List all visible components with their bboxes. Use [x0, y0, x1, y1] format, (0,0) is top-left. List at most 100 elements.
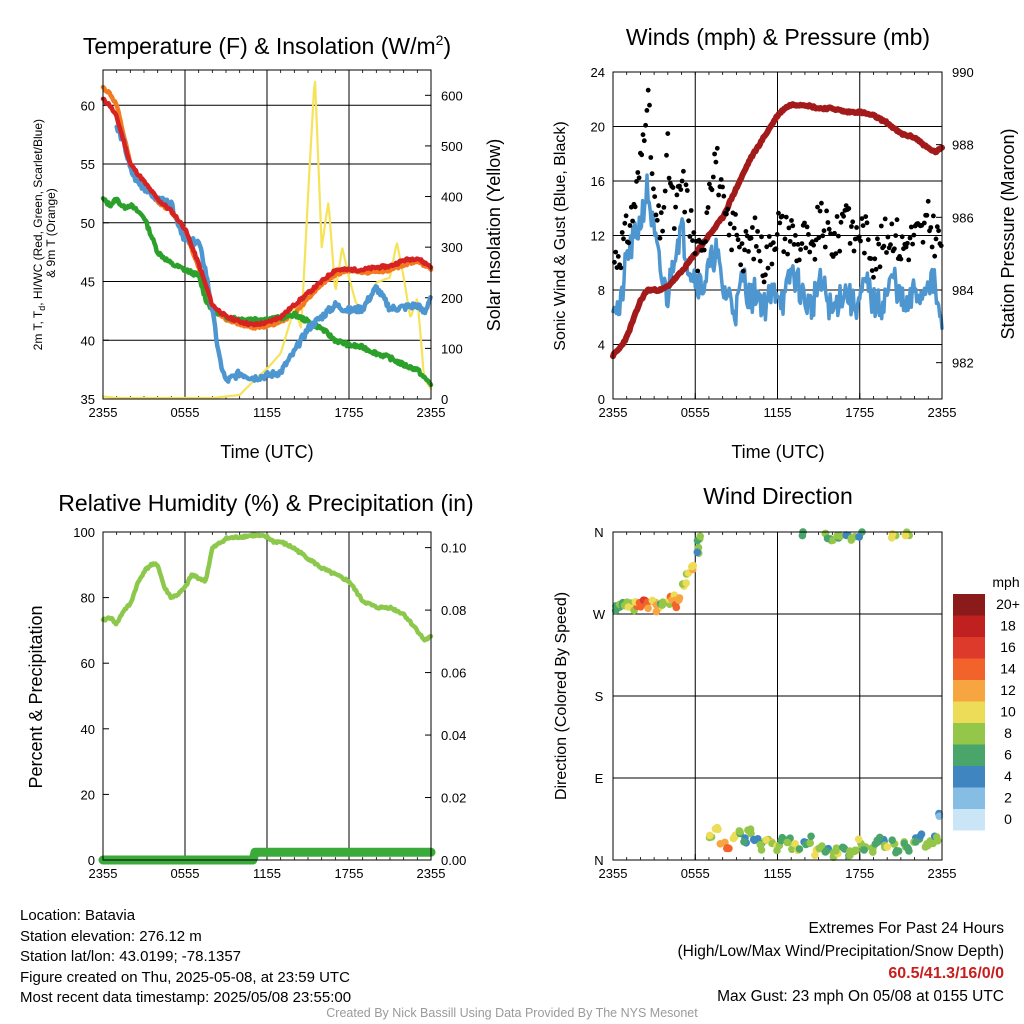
station-info: Location: Batavia Station elevation: 276…	[20, 906, 351, 1009]
direction-xtick-label: 1755	[845, 866, 874, 881]
gust-point	[820, 233, 826, 239]
gust-point	[905, 240, 910, 246]
legend-label: 20+	[996, 596, 1020, 612]
legend-title: mph	[992, 574, 1019, 590]
direction-point	[652, 607, 661, 616]
gust-point	[847, 241, 853, 246]
humidity-y2tick-label: 0.02	[441, 791, 466, 806]
gust-point	[925, 198, 931, 204]
gust-point	[652, 194, 658, 200]
legend-label: 4	[1004, 768, 1012, 784]
humidity-y2tick-label: 0.06	[441, 666, 466, 681]
gust-point	[746, 249, 751, 254]
temperature-series-2	[100, 196, 434, 388]
temperature-series-4	[101, 80, 433, 400]
humidity-ytick-label: 100	[73, 525, 95, 540]
gust-point	[634, 179, 639, 184]
direction-point	[714, 825, 722, 834]
temperature-y2tick-label: 600	[441, 88, 463, 103]
gust-point	[752, 215, 758, 221]
gust-point	[824, 208, 829, 214]
gust-point	[812, 256, 818, 262]
temperature-xtick-label: 1155	[253, 405, 281, 420]
direction-point	[644, 604, 652, 613]
gust-point	[622, 220, 628, 226]
gust-point	[720, 184, 725, 190]
gust-point	[851, 248, 857, 254]
humidity-panel: Relative Humidity (%) & Precipitation (i…	[26, 490, 474, 881]
gust-point	[643, 122, 648, 128]
gust-point	[899, 234, 905, 240]
gust-point	[869, 268, 875, 273]
gust-point	[825, 220, 831, 225]
gust-point	[885, 234, 891, 240]
direction-xtick-label: 0555	[681, 866, 710, 881]
temperature-xtick-label: 1755	[335, 405, 364, 420]
temperature-ytick-label: 40	[81, 333, 95, 348]
direction-point	[847, 534, 856, 542]
elevation-text: Station elevation: 276.12 m	[20, 927, 202, 945]
gust-point	[834, 214, 840, 219]
gust-point	[674, 192, 680, 198]
direction-point	[840, 844, 848, 852]
gust-point	[731, 225, 737, 231]
humidity-ytick-label: 40	[81, 722, 95, 737]
winds-xtick-label: 0555	[681, 405, 710, 420]
legend-swatch	[953, 615, 985, 637]
humidity-ytick-label: 20	[81, 787, 95, 802]
gust-point	[932, 253, 938, 259]
legend-swatch	[953, 637, 985, 659]
gust-point	[690, 238, 695, 244]
temperature-ytick-label: 55	[81, 157, 95, 172]
gust-point	[753, 244, 759, 249]
gust-point	[761, 279, 767, 285]
gust-point	[707, 181, 712, 187]
gust-point	[679, 178, 685, 184]
direction-point	[917, 830, 926, 838]
gust-point	[819, 200, 824, 206]
gust-point	[683, 182, 689, 188]
direction-point	[822, 847, 831, 855]
rh-line	[100, 532, 434, 643]
extremes-title: Extremes For Past 24 Hours	[808, 920, 1004, 937]
recent-text: Most recent data timestamp: 2025/05/08 2…	[20, 989, 352, 1007]
gust-point	[742, 247, 747, 253]
gust-point	[878, 223, 884, 229]
temperature-xtick-label: 2355	[417, 405, 446, 420]
extremes-values: 60.5/41.3/16/0/0	[888, 965, 1004, 982]
gust-point	[755, 229, 760, 234]
gust-point	[660, 228, 665, 234]
gust-point	[910, 241, 915, 247]
gust-point	[701, 247, 707, 253]
gust-point	[748, 235, 754, 241]
gust-point	[911, 232, 917, 238]
gust-point	[714, 145, 720, 151]
gust-point	[647, 102, 652, 108]
gust-point	[802, 220, 807, 226]
gust-point	[769, 261, 775, 267]
direction-ytick-label: N	[594, 853, 603, 868]
direction-ytick-label: S	[595, 689, 604, 704]
gust-point	[811, 242, 816, 248]
winds-panel: Winds (mph) & Pressure (mb) Sonic Wind &…	[552, 24, 1018, 462]
humidity-xtick-label: 2355	[417, 866, 446, 881]
gust-point	[859, 216, 865, 222]
direction-ytick-label: N	[594, 525, 603, 540]
direction-point	[696, 532, 704, 541]
legend-label: 10	[1000, 704, 1016, 720]
temperature-y2tick-label: 200	[441, 291, 463, 306]
sonic-wind-line	[611, 173, 944, 331]
gust-point	[921, 220, 927, 226]
location-text: Location: Batavia	[20, 907, 136, 924]
pressure-line	[610, 101, 945, 360]
legend-swatch	[953, 809, 985, 831]
winds-xtick-label: 2355	[599, 405, 628, 420]
temperature-y2tick-label: 100	[441, 341, 463, 356]
winds-title: Winds (mph) & Pressure (mb)	[626, 24, 930, 50]
gust-point	[750, 225, 755, 230]
gust-point	[759, 234, 764, 240]
direction-frame	[612, 531, 943, 861]
temperature-y2tick-label: 500	[441, 139, 463, 154]
gust-point	[884, 250, 889, 255]
gust-point	[658, 210, 664, 216]
